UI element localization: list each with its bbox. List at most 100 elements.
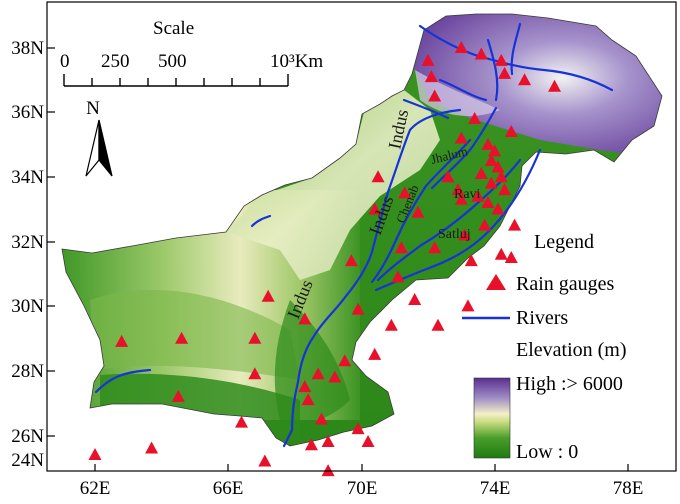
rain-gauge-65	[88, 447, 102, 460]
satluj-label: Satluj	[438, 227, 471, 242]
rain-gauge-7	[518, 73, 532, 86]
north-label: N	[86, 98, 100, 119]
rain-gauge-2	[454, 41, 468, 53]
rain-gauge-55	[328, 370, 342, 383]
rain-gauge-21	[441, 170, 455, 183]
rain-gauge-23	[454, 192, 468, 205]
lat-tick-30: 30N	[11, 296, 44, 317]
rain-gauge-1	[421, 53, 435, 66]
lon-tick-78: 78E	[613, 478, 644, 499]
rain-gauge-33	[398, 186, 412, 199]
rain-gauge-8	[548, 79, 562, 92]
rain-gauge-32	[368, 202, 382, 215]
rain-gauge-58	[171, 389, 185, 402]
rain-gauge-68	[321, 464, 335, 477]
scale-label-0: 0	[60, 51, 70, 72]
rain-gauge-42	[261, 289, 275, 302]
rain-gauge-24	[471, 189, 485, 202]
rain-gauge-57	[301, 393, 315, 406]
legend-gauge-symbol	[486, 274, 506, 290]
rain-gauge-44	[461, 299, 475, 312]
rain-gauge-11	[504, 124, 518, 137]
rain-gauge-47	[431, 318, 445, 331]
ravi-river	[376, 158, 522, 282]
rain-gauge-66	[145, 441, 159, 454]
rain-gauge-59	[314, 412, 328, 425]
ravi-label: Ravi	[454, 187, 481, 202]
lat-tick-38: 38N	[11, 38, 44, 59]
legend-elevation: Elevation (m)	[516, 339, 627, 361]
elevation-colorbar	[473, 377, 511, 459]
rain-gauge-22	[451, 183, 465, 196]
rain-gauge-46	[384, 318, 398, 331]
legend-rivers: Rivers	[516, 307, 568, 329]
rain-gauge-40	[391, 270, 405, 283]
rain-gauge-9	[428, 89, 442, 102]
kpk-river	[402, 98, 450, 120]
longitude-labels: 62E 66E 70E 74E 78E	[80, 478, 644, 499]
rain-gauge-38	[504, 250, 518, 263]
rain-gauge-52	[338, 354, 352, 367]
rain-gauge-19	[484, 176, 498, 189]
rain-gauge-45	[298, 312, 312, 325]
rain-gauge-14	[488, 144, 502, 157]
legend-title: Legend	[534, 231, 594, 253]
rain-gauge-3	[474, 47, 488, 60]
rain-gauge-29	[458, 228, 472, 241]
map-frame	[46, 1, 677, 472]
northern-river-1	[418, 24, 614, 92]
chenab-river	[370, 138, 472, 284]
rain-gauge-31	[371, 170, 385, 183]
river-network	[94, 22, 614, 448]
rain-gauge-64	[361, 435, 375, 448]
rain-gauge-markers	[88, 41, 562, 477]
rain-gauge-4	[494, 53, 508, 66]
lat-tick-32: 32N	[11, 232, 44, 253]
scale-title: Scale	[153, 18, 194, 39]
jhelum-river	[430, 106, 498, 190]
rain-gauge-61	[351, 422, 365, 435]
rain-gauge-39	[344, 254, 358, 267]
rain-gauge-17	[474, 166, 488, 179]
legend: Legend Rain gauges Rivers Elevation (m) …	[462, 231, 627, 463]
lat-tick-36: 36N	[11, 102, 44, 123]
scale-bar: Scale 0 250 500 10³Km	[60, 18, 323, 87]
rain-gauge-62	[304, 438, 318, 451]
legend-high: High :> 6000	[516, 373, 623, 395]
rain-gauge-26	[491, 202, 505, 215]
rain-gauge-56	[298, 380, 312, 393]
northern-river-2	[486, 38, 499, 102]
lon-tick-66: 66E	[213, 478, 244, 499]
scale-label-250: 250	[101, 51, 130, 72]
rain-gauge-54	[311, 367, 325, 380]
west-stream	[250, 214, 272, 228]
rain-gauge-34	[411, 205, 425, 218]
northern-river-4	[510, 22, 522, 76]
lat-tick-34: 34N	[11, 167, 44, 188]
rain-gauge-27	[478, 218, 492, 231]
rain-gauge-6	[498, 66, 512, 79]
legend-low: Low : 0	[516, 441, 578, 463]
rain-gauge-43	[351, 302, 365, 315]
rain-gauge-67	[258, 454, 272, 467]
rain-gauge-20	[498, 183, 512, 196]
north-arrow-icon: N	[85, 98, 113, 177]
lat-tick-24: 24N	[11, 450, 44, 471]
lat-tick-26: 26N	[11, 426, 44, 447]
rain-gauge-63	[321, 435, 335, 448]
scale-label-1000: 10³Km	[270, 51, 323, 72]
indus-river	[282, 108, 462, 448]
rain-gauge-60	[235, 415, 249, 428]
legend-rain-gauges: Rain gauges	[516, 273, 615, 295]
rain-gauge-37	[494, 247, 508, 260]
rain-gauge-5	[424, 70, 438, 83]
rain-gauge-49	[175, 331, 189, 344]
rain-gauge-12	[454, 131, 468, 144]
rain-gauge-16	[491, 160, 505, 173]
rain-gauge-25	[481, 196, 495, 209]
rain-gauge-30	[428, 241, 442, 254]
makran-river	[94, 368, 152, 394]
lat-tick-28: 28N	[11, 361, 44, 382]
rain-gauge-48	[115, 334, 129, 347]
